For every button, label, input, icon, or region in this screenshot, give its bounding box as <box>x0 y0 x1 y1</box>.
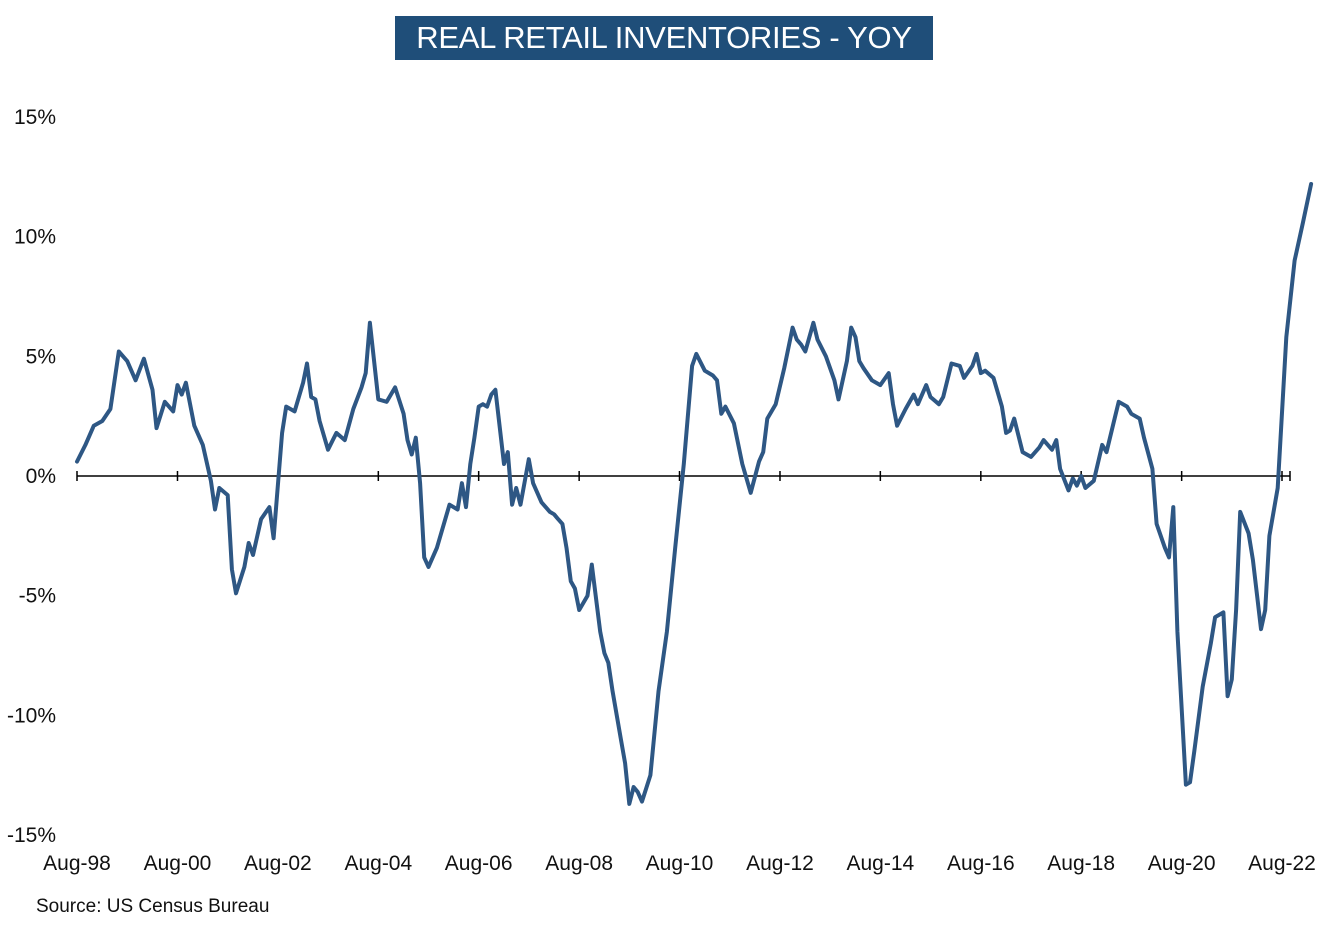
y-tick-label: -10% <box>7 704 56 727</box>
series-line <box>75 182 1314 806</box>
y-tick-label: 5% <box>26 345 56 368</box>
x-tick-label: Aug-10 <box>646 852 714 875</box>
x-tick-label: Aug-16 <box>947 852 1015 875</box>
x-tick-label: Aug-02 <box>244 852 312 875</box>
x-tick-label: Aug-06 <box>445 852 513 875</box>
x-tick-label: Aug-08 <box>545 852 613 875</box>
x-tick-label: Aug-98 <box>43 852 111 875</box>
y-tick-label: 15% <box>14 106 56 129</box>
x-tick-label: Aug-22 <box>1248 852 1316 875</box>
y-tick-label: -15% <box>7 824 56 847</box>
x-tick-label: Aug-20 <box>1148 852 1216 875</box>
y-tick-label: 0% <box>26 465 56 488</box>
x-axis-tick-labels: Aug-98 Aug-00 Aug-02 Aug-04 Aug-06 Aug-08 Aug-… <box>43 852 1316 875</box>
x-tick-label: Aug-04 <box>344 852 412 875</box>
x-tick-label: Aug-18 <box>1047 852 1115 875</box>
chart-title: REAL RETAIL INVENTORIES - YOY <box>395 16 933 60</box>
x-tick-label: Aug-12 <box>746 852 814 875</box>
y-tick-label: -5% <box>19 585 56 608</box>
y-axis-tick-labels: 15% 10% 5% 0% -5% -10% -15% <box>7 106 56 847</box>
y-tick-label: 10% <box>14 226 56 249</box>
x-tick-label: Aug-14 <box>846 852 914 875</box>
x-tick-label: Aug-00 <box>144 852 212 875</box>
source-note: Source: US Census Bureau <box>36 896 270 917</box>
